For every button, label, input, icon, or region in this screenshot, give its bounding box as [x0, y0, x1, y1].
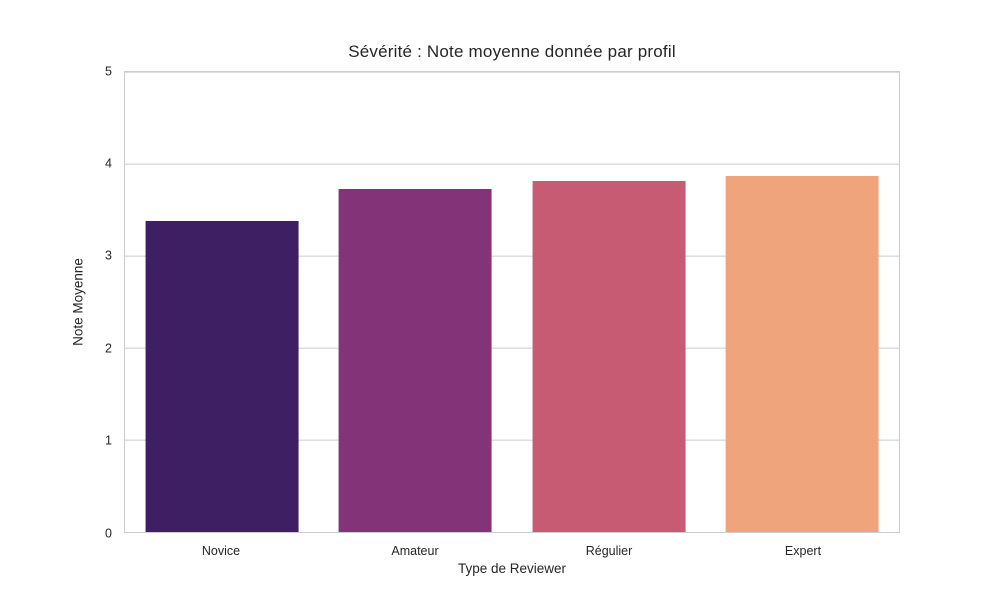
- y-tick-label: 2: [105, 340, 112, 355]
- x-tick-labels: Novice Amateur Régulier Expert: [124, 544, 900, 560]
- gridline: [125, 439, 899, 441]
- y-tick-label: 0: [105, 525, 112, 540]
- y-tick-label: 5: [105, 63, 112, 78]
- chart-title: Sévérité : Note moyenne donnée par profi…: [348, 42, 676, 61]
- bar: [338, 188, 492, 532]
- bar: [145, 221, 299, 532]
- gridline: [125, 71, 899, 73]
- plot-area: [124, 71, 900, 533]
- gridline: [125, 255, 899, 257]
- y-tick-label: 3: [105, 248, 112, 263]
- gridline: [125, 163, 899, 165]
- y-tick-labels: 0 1 2 3 4 5: [0, 65, 112, 539]
- y-tick-label: 4: [105, 156, 112, 171]
- bar: [532, 181, 686, 532]
- x-tick-label: Novice: [201, 544, 241, 558]
- x-tick-label: Expert: [784, 544, 822, 558]
- x-axis-label: Type de Reviewer: [457, 561, 567, 576]
- y-tick-label: 1: [105, 433, 112, 448]
- x-tick-label: Régulier: [585, 544, 633, 558]
- x-tick-label: Amateur: [391, 544, 439, 558]
- bar: [725, 175, 879, 532]
- gridline: [125, 347, 899, 349]
